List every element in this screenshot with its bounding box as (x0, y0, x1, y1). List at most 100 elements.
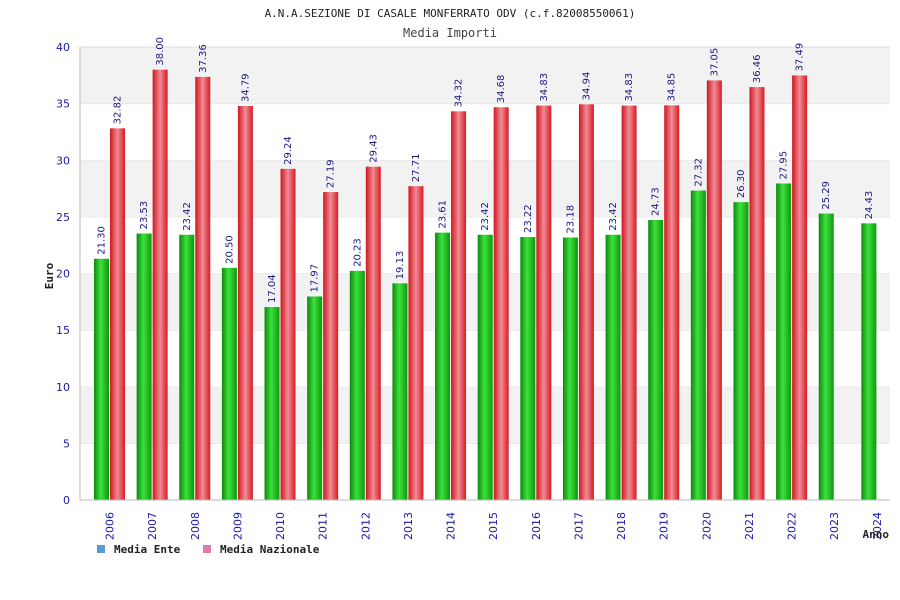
bar-media-nazionale (451, 111, 467, 501)
data-label: 27.32 (693, 158, 704, 187)
x-tick-label: 2012 (359, 512, 372, 540)
y-tick-label: 0 (63, 494, 70, 507)
data-label: 20.50 (224, 235, 235, 264)
data-labels: 21.30 32.82 23.53 38.00 23.42 37.36 20.50 34.79… (97, 37, 875, 303)
data-label: 34.68 (496, 75, 507, 104)
data-label: 23.42 (480, 202, 491, 231)
bar-media-nazionale (280, 168, 296, 500)
x-tick-label: 2020 (700, 512, 713, 540)
bar-media-ente (349, 270, 365, 500)
y-tick-label: 35 (56, 98, 70, 111)
x-tick-label: 2021 (743, 512, 756, 540)
data-label: 27.19 (326, 159, 337, 188)
y-tick-label: 25 (56, 211, 70, 224)
bar-media-nazionale (110, 128, 125, 500)
data-label: 23.53 (139, 201, 150, 230)
data-label: 21.30 (97, 226, 108, 255)
bar-media-ente (392, 283, 408, 500)
x-tick-label: 2018 (615, 512, 628, 540)
bars (94, 69, 877, 501)
bar-media-ente (861, 223, 877, 500)
y-tick-label: 5 (63, 437, 70, 450)
y-axis-label: Euro (43, 262, 56, 289)
data-label: 25.29 (821, 181, 832, 210)
data-label: 34.83 (539, 73, 550, 102)
data-label: 23.22 (523, 204, 534, 233)
chart-title: A.N.A.SEZIONE DI CASALE MONFERRATO ODV (… (265, 7, 636, 20)
data-label: 23.61 (438, 200, 449, 229)
y-tick-label: 40 (56, 41, 70, 54)
bar-media-nazionale (706, 80, 722, 500)
y-tick-label: 15 (56, 324, 70, 337)
bar-media-ente (605, 234, 621, 500)
y-tick-label: 30 (56, 154, 70, 167)
x-tick-label: 2008 (189, 512, 202, 540)
x-tick-label: 2016 (530, 512, 543, 540)
bar-media-nazionale (493, 107, 509, 501)
bar-media-ente (733, 202, 749, 500)
data-label: 37.49 (795, 43, 806, 72)
bar-media-ente (179, 234, 195, 500)
data-label: 29.24 (283, 136, 294, 165)
x-tick-label: 2006 (104, 512, 117, 540)
bar-media-nazionale (792, 75, 808, 500)
x-tick-label: 2024 (871, 512, 884, 540)
bar-media-ente (435, 232, 451, 500)
data-label: 24.73 (651, 187, 662, 216)
data-label: 20.23 (352, 238, 363, 267)
bar-media-ente (562, 237, 578, 500)
bar-media-nazionale (749, 87, 765, 500)
bar-media-nazionale (195, 76, 211, 500)
data-label: 26.30 (736, 170, 747, 199)
x-tick-label: 2014 (445, 512, 458, 540)
bar-media-nazionale (536, 105, 552, 501)
data-label: 34.94 (581, 72, 592, 101)
x-tick-label: 2007 (146, 512, 159, 540)
data-label: 17.97 (310, 264, 321, 293)
bar-media-nazionale (323, 192, 339, 501)
bar-media-nazionale (408, 186, 424, 500)
x-axis-label: Anno (863, 528, 890, 541)
y-tick-label: 10 (56, 381, 70, 394)
data-label: 23.42 (608, 202, 619, 231)
x-tick-label: 2022 (786, 512, 799, 540)
bar-media-ente (776, 183, 792, 500)
data-label: 34.83 (624, 73, 635, 102)
bar-media-ente (690, 190, 706, 500)
x-tick-label: 2013 (402, 512, 415, 540)
legend-label-media-nazionale: Media Nazionale (220, 543, 320, 556)
data-label: 24.43 (864, 191, 875, 220)
bar-media-nazionale (365, 166, 381, 500)
x-tick-label: 2009 (231, 512, 244, 540)
x-tick-label: 2011 (317, 512, 330, 540)
x-tick-label: 2017 (572, 512, 585, 540)
bar-media-nazionale (152, 69, 168, 501)
data-label: 27.95 (779, 151, 790, 180)
bar-media-ente (94, 258, 109, 500)
data-label: 32.82 (113, 96, 124, 125)
data-label: 34.85 (667, 73, 678, 102)
x-tick-label: 2010 (274, 512, 287, 540)
bar-media-ente (264, 307, 280, 500)
bar-media-nazionale (621, 105, 637, 501)
data-label: 29.43 (368, 134, 379, 163)
bar-media-nazionale (578, 104, 594, 500)
x-tick-label: 2015 (487, 512, 500, 540)
data-label: 36.46 (752, 54, 763, 83)
data-label: 17.04 (267, 274, 278, 303)
data-label: 23.18 (565, 205, 576, 234)
data-label: 38.00 (155, 37, 166, 66)
bar-media-ente (818, 213, 834, 500)
legend: Media Ente Media Nazionale (97, 543, 320, 556)
x-axis-ticks: 2006 2007 2008 2009 2010 2011 2012 2013 2014 2015… (104, 512, 884, 540)
bar-media-nazionale (237, 106, 253, 501)
data-label: 37.36 (198, 44, 209, 73)
bar-media-ente (477, 234, 493, 500)
data-label: 34.79 (240, 73, 251, 102)
data-label: 37.05 (709, 48, 720, 77)
y-tick-label: 20 (56, 268, 70, 281)
data-label: 34.32 (454, 79, 465, 108)
y-axis-ticks: 0 5 10 15 20 25 30 35 40 (56, 41, 70, 507)
bar-media-ente (648, 219, 664, 501)
